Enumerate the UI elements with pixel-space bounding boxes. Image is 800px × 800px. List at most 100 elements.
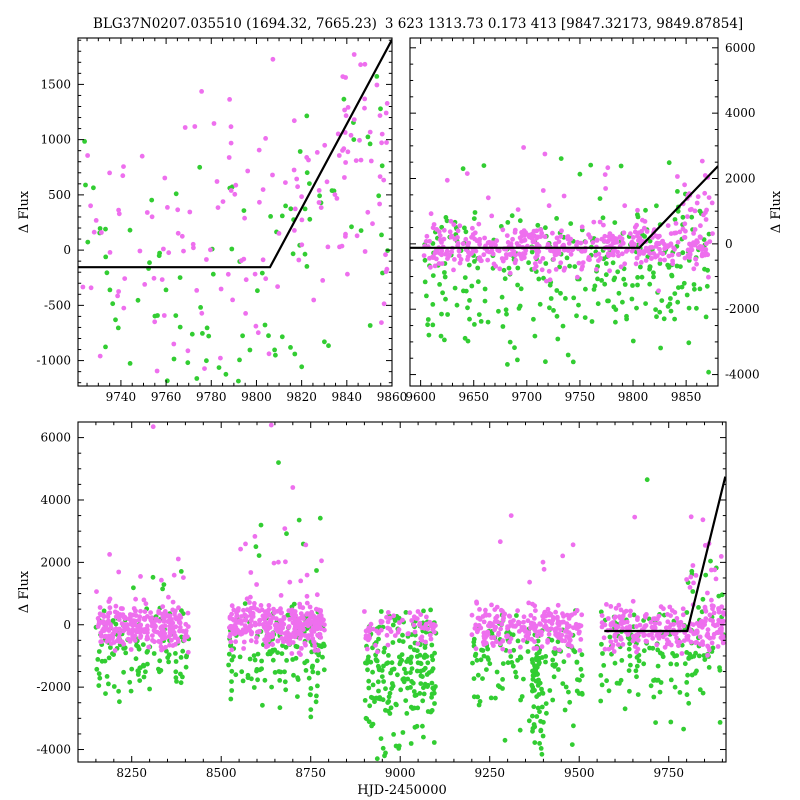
data-point	[141, 597, 147, 603]
data-point	[308, 614, 313, 620]
data-point	[179, 233, 185, 239]
data-point	[415, 609, 421, 614]
data-point	[177, 324, 183, 330]
data-point	[106, 655, 112, 661]
data-point	[573, 621, 579, 627]
data-point	[417, 691, 423, 696]
data-point	[389, 660, 395, 666]
data-point	[668, 231, 674, 237]
data-point-outlier	[460, 166, 466, 172]
data-point	[283, 687, 289, 693]
data-point	[488, 695, 494, 701]
data-point	[666, 160, 672, 166]
data-point	[241, 607, 246, 613]
data-point	[451, 267, 456, 273]
data-point	[91, 229, 97, 235]
data-point	[545, 627, 551, 633]
data-point	[567, 699, 573, 705]
data-point	[535, 705, 541, 711]
data-point	[248, 617, 254, 623]
data-point	[618, 635, 623, 640]
data-point	[649, 632, 654, 637]
data-point	[604, 678, 609, 684]
data-point	[634, 663, 640, 669]
data-point	[547, 688, 553, 693]
data-point	[296, 257, 302, 263]
data-point	[428, 264, 433, 270]
data-point	[490, 251, 496, 257]
data-point	[376, 688, 381, 694]
data-point	[555, 621, 561, 626]
data-point	[95, 657, 101, 662]
data-point	[173, 313, 179, 318]
data-point	[669, 272, 674, 278]
data-point	[647, 281, 653, 287]
data-point	[301, 616, 306, 621]
data-point	[469, 632, 475, 638]
data-point	[479, 647, 484, 653]
data-point	[150, 638, 155, 643]
data-point	[358, 157, 364, 163]
data-point	[320, 278, 326, 283]
data-point	[374, 82, 380, 88]
data-point	[677, 639, 683, 645]
data-point	[228, 140, 234, 146]
data-point	[173, 669, 179, 675]
data-point	[228, 188, 234, 193]
data-point	[543, 623, 548, 629]
data-point	[152, 319, 158, 325]
data-point	[460, 241, 466, 247]
data-point	[289, 651, 295, 656]
data-point	[648, 683, 654, 689]
data-point	[560, 323, 566, 329]
data-point	[80, 284, 86, 290]
data-point	[496, 630, 502, 636]
data-point	[368, 158, 374, 164]
data-point	[448, 218, 454, 224]
data-point	[241, 639, 247, 645]
data-point	[241, 208, 247, 214]
data-point	[526, 260, 531, 266]
data-point	[582, 315, 588, 320]
data-point	[601, 635, 607, 641]
data-point	[280, 643, 285, 648]
data-point	[638, 260, 644, 265]
data-point	[367, 323, 373, 328]
data-point	[370, 669, 375, 675]
data-point	[304, 170, 310, 176]
data-point	[245, 168, 251, 174]
data-point	[272, 347, 277, 353]
data-point	[720, 637, 726, 642]
data-point	[612, 220, 618, 226]
data-point	[421, 691, 427, 697]
data-point	[697, 634, 703, 640]
data-point	[430, 302, 436, 307]
data-point	[659, 651, 665, 657]
data-point	[463, 229, 469, 235]
data-point	[547, 277, 553, 283]
data-point	[546, 268, 552, 274]
data-point	[613, 319, 618, 325]
y-tick-label: 500	[48, 188, 71, 202]
data-point	[606, 688, 612, 694]
data-point	[302, 251, 308, 257]
data-point	[137, 665, 143, 671]
data-point	[574, 626, 580, 631]
data-point	[574, 660, 580, 665]
data-point	[466, 262, 472, 268]
data-point	[514, 613, 519, 618]
y-tick-label: 2000	[725, 172, 756, 186]
data-point	[278, 593, 284, 598]
data-point	[422, 279, 428, 285]
data-point	[688, 639, 694, 645]
data-point	[489, 213, 495, 219]
data-point	[658, 345, 663, 351]
data-point	[315, 670, 321, 676]
data-point	[265, 631, 271, 637]
data-point	[430, 657, 436, 663]
data-point	[545, 639, 550, 645]
data-point	[116, 211, 122, 217]
data-point	[515, 265, 521, 271]
data-point	[484, 630, 489, 636]
data-point	[427, 632, 433, 638]
